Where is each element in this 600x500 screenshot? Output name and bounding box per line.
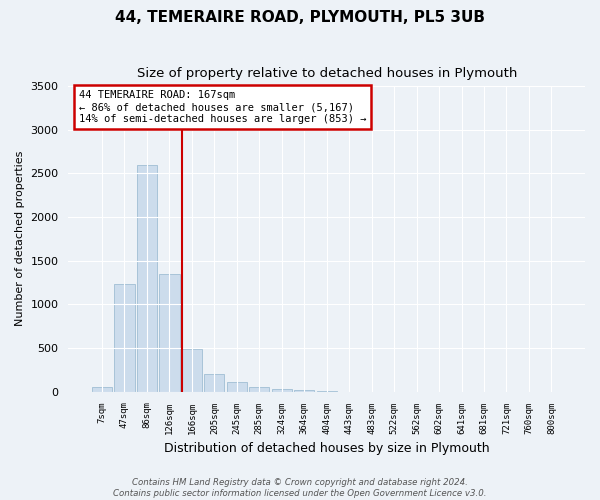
- Bar: [115, 284, 134, 392]
- Text: 44 TEMERAIRE ROAD: 167sqm
← 86% of detached houses are smaller (5,167)
14% of se: 44 TEMERAIRE ROAD: 167sqm ← 86% of detac…: [79, 90, 366, 124]
- Y-axis label: Number of detached properties: Number of detached properties: [15, 151, 25, 326]
- Bar: [204, 374, 224, 392]
- Bar: [227, 382, 247, 392]
- X-axis label: Distribution of detached houses by size in Plymouth: Distribution of detached houses by size …: [164, 442, 490, 455]
- Bar: [159, 274, 179, 392]
- Bar: [272, 389, 292, 392]
- Bar: [137, 166, 157, 392]
- Bar: [249, 387, 269, 392]
- Bar: [294, 390, 314, 392]
- Bar: [182, 349, 202, 392]
- Bar: [92, 388, 112, 392]
- Text: Contains HM Land Registry data © Crown copyright and database right 2024.
Contai: Contains HM Land Registry data © Crown c…: [113, 478, 487, 498]
- Title: Size of property relative to detached houses in Plymouth: Size of property relative to detached ho…: [137, 68, 517, 80]
- Text: 44, TEMERAIRE ROAD, PLYMOUTH, PL5 3UB: 44, TEMERAIRE ROAD, PLYMOUTH, PL5 3UB: [115, 10, 485, 25]
